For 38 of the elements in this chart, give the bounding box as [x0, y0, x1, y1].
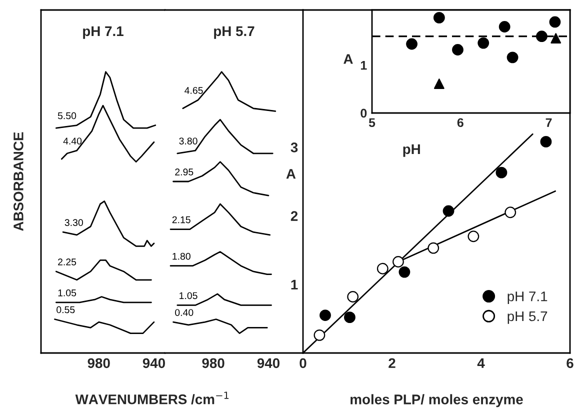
x-tick-label: 940: [257, 358, 280, 368]
series-label: 4.40: [63, 138, 82, 144]
series-label: 0.40: [175, 309, 194, 316]
x-axis-title: WAVENUMBERS /cm$^{−1}$: [75, 392, 229, 404]
x-axis-title: moles PLP/ moles enzyme: [350, 394, 523, 408]
chart-title: pH 5.7: [214, 26, 254, 39]
x-tick-label: 980: [88, 358, 110, 368]
x-tick-label: 2: [388, 358, 396, 368]
series-label: 2.25: [58, 258, 76, 266]
x-tick-label: 5: [368, 118, 376, 128]
x-tick-label: 980: [202, 358, 224, 368]
x-axis-title: pH: [403, 144, 420, 157]
series-label: 3.30: [64, 219, 83, 226]
series-label: 1.80: [172, 252, 190, 260]
series-label: 3.80: [179, 138, 198, 144]
y-tick-label: 2: [290, 211, 298, 221]
chart-title: pH 7.1: [83, 26, 124, 39]
x-tick-label: 0: [300, 358, 306, 368]
series-label: 2.95: [175, 168, 194, 176]
series-label: 1.05: [58, 289, 76, 296]
x-tick-label: 940: [142, 358, 165, 368]
legend-label: pH 7.1: [508, 292, 548, 304]
series-label: 5.50: [58, 112, 76, 120]
y-tick-label: 1: [360, 61, 367, 70]
series-label: 0.55: [56, 306, 75, 314]
series-label: 1.05: [180, 292, 198, 300]
x-tick-label: 6: [566, 358, 574, 368]
x-tick-label: 6: [457, 118, 464, 128]
y-axis-title: A: [344, 54, 353, 64]
x-tick-label: 7: [546, 118, 552, 127]
y-axis-title: A: [286, 169, 296, 179]
x-tick-label: 4: [477, 358, 485, 368]
series-label: 4.65: [184, 86, 203, 94]
series-label: 2.15: [172, 216, 190, 224]
y-tick-label: 3: [290, 142, 298, 152]
y-axis-title: ABSORBANCE: [14, 132, 24, 231]
y-tick-label: 1: [291, 280, 298, 290]
legend-label: pH 5.7: [508, 311, 548, 324]
